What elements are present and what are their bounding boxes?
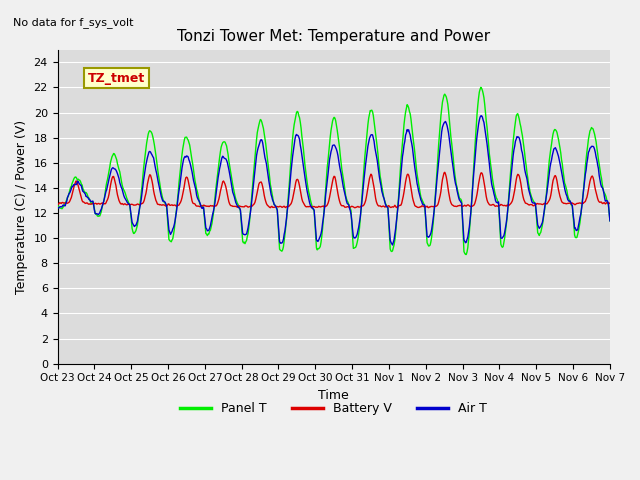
X-axis label: Time: Time [318, 389, 349, 402]
Text: TZ_tmet: TZ_tmet [88, 72, 145, 84]
Legend: Panel T, Battery V, Air T: Panel T, Battery V, Air T [175, 397, 492, 420]
Y-axis label: Temperature (C) / Power (V): Temperature (C) / Power (V) [15, 120, 28, 294]
Text: No data for f_sys_volt: No data for f_sys_volt [13, 17, 133, 28]
Title: Tonzi Tower Met: Temperature and Power: Tonzi Tower Met: Temperature and Power [177, 29, 490, 44]
